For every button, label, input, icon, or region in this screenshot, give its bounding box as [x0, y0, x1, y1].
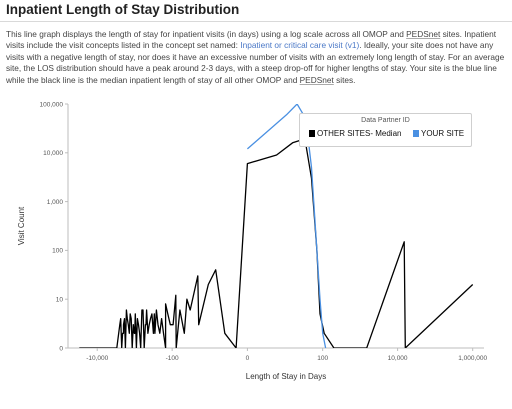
pedsnet-term: PEDSnet — [406, 29, 440, 39]
x-tick-label: 1,000,000 — [458, 355, 487, 362]
legend-swatch-black — [309, 130, 315, 137]
x-tick-label: -10,000 — [86, 355, 108, 362]
x-axis-title: Length of Stay in Days — [246, 372, 327, 381]
x-tick-label: -100 — [166, 355, 179, 362]
y-tick-label: 1,000 — [47, 199, 64, 206]
concept-set-link[interactable]: Inpatient or critical care visit (v1) — [240, 40, 359, 50]
pedsnet-term: PEDSnet — [300, 75, 334, 85]
legend-item-other-sites[interactable]: OTHER SITES- Median — [309, 129, 401, 138]
description-text-4: sites. — [334, 75, 356, 85]
title-divider — [0, 21, 512, 22]
y-tick-label: 100,000 — [40, 101, 64, 108]
legend-swatch-blue — [413, 130, 419, 137]
y-axis-title: Visit Count — [17, 206, 26, 245]
description-text-1: This line graph displays the length of s… — [6, 29, 406, 39]
page-title: Inpatient Length of Stay Distribution — [6, 2, 239, 17]
y-tick-label: 10 — [56, 297, 64, 304]
x-tick-label: 10,000 — [388, 355, 408, 362]
legend-label-other-sites: OTHER SITES- Median — [317, 129, 401, 138]
x-tick-label: 0 — [246, 355, 250, 362]
y-tick-label: 0 — [59, 345, 63, 352]
y-tick-label: 10,000 — [43, 150, 63, 157]
legend-title: Data Partner ID — [300, 117, 471, 124]
legend-label-your-site: YOUR SITE — [421, 129, 464, 138]
x-tick-label: 100 — [317, 355, 328, 362]
chart-description: This line graph displays the length of s… — [6, 29, 506, 86]
y-tick-label: 100 — [52, 248, 63, 255]
series-line-other-sites-median[interactable] — [79, 140, 472, 348]
chart-legend: Data Partner ID OTHER SITES- Median YOUR… — [299, 113, 472, 147]
legend-item-your-site[interactable]: YOUR SITE — [413, 129, 464, 138]
